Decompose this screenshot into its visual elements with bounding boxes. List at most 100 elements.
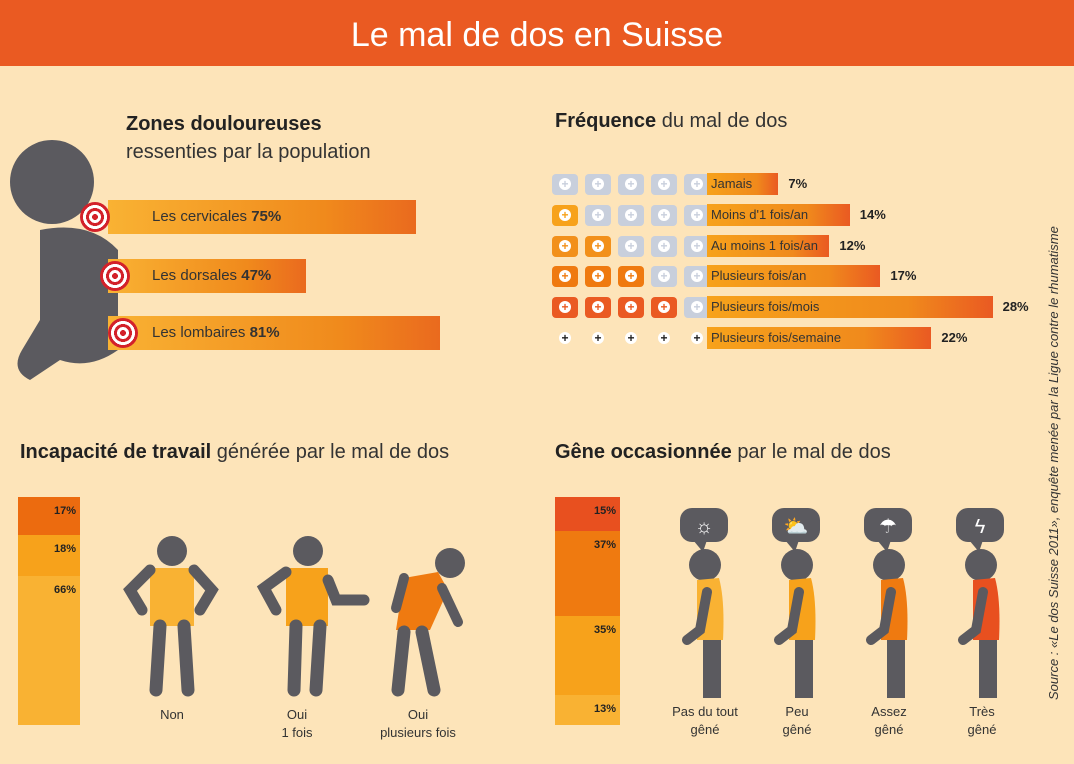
first-aid-kit-icon <box>684 266 710 288</box>
zone-value: 81% <box>249 324 280 341</box>
stacked-segment <box>18 576 80 725</box>
zone-bar <box>108 200 417 234</box>
discomfort-title-bold: Gêne occasionnée <box>555 441 732 463</box>
discomfort-title-rest: par le mal de dos <box>737 441 891 463</box>
zone-bar <box>108 316 440 350</box>
zone-label: Les dorsales 47% <box>152 259 271 293</box>
frequency-value: 7% <box>788 176 808 191</box>
first-aid-kit-icon <box>618 297 644 319</box>
caption-line: plusieurs fois <box>380 725 456 740</box>
zones-title-bold: Zones douloureuses <box>126 113 322 135</box>
first-aid-kit-icon <box>585 235 611 257</box>
first-aid-kit-icon <box>684 328 710 349</box>
figure-caption: Pas du tout gêné <box>645 703 765 739</box>
stacked-segment <box>555 615 620 696</box>
frequency-bar <box>707 265 881 288</box>
caption-line: gêné <box>690 722 720 737</box>
caption-line: Assez <box>871 704 907 719</box>
figure-caption: Non <box>112 706 232 724</box>
first-aid-kit-icon <box>684 235 710 257</box>
caption-line: 1 fois <box>281 725 313 740</box>
incapacity-title-bold: Incapacité de travail <box>20 441 212 463</box>
zone-label: Les lombaires 81% <box>152 316 280 350</box>
caption-line: Oui <box>407 707 429 722</box>
first-aid-kit-icon <box>552 204 578 226</box>
first-aid-kit-icon <box>585 174 611 195</box>
first-aid-kit-icon <box>585 266 611 288</box>
pain-target-icon <box>80 202 110 232</box>
frequency-label: Au moins 1 fois/an <box>711 237 818 253</box>
zone-bar <box>108 259 306 293</box>
first-aid-kit-icon <box>552 266 578 288</box>
page-title: Le mal de dos en Suisse <box>350 16 724 54</box>
segment-value: 13% <box>593 703 616 716</box>
stacked-segment <box>555 531 620 616</box>
caption-line: Peu <box>785 704 809 719</box>
figure-sun-cloud: ⛅ <box>772 508 820 698</box>
caption-line: gêné <box>967 722 997 737</box>
speech-bubble <box>772 508 820 542</box>
figure-caption: Peu gêné <box>737 703 857 739</box>
sun-cloud-icon: ⛅ <box>784 516 809 538</box>
caption-line: Très <box>969 704 995 719</box>
segment-value: 17% <box>53 505 76 517</box>
stacked-segment <box>555 497 620 532</box>
frequency-title-rest: du mal de dos <box>661 110 788 132</box>
frequency-bar <box>707 203 850 226</box>
first-aid-kit-icon <box>651 204 677 226</box>
figure-rain-cloud: ☂ <box>864 508 912 698</box>
pain-target-icon <box>108 318 138 348</box>
discomfort-title: Gêne occasionnée par le mal de dos <box>555 441 891 464</box>
caption-line: gêné <box>874 722 904 737</box>
incapacity-title-rest: générée par le mal de dos <box>216 441 450 463</box>
frequency-label: Jamais <box>711 176 753 191</box>
storm-cloud-icon: ϟ <box>975 516 986 538</box>
caption-line: Non <box>160 707 184 722</box>
caption-line: gêné <box>782 722 812 737</box>
speech-bubble <box>864 508 912 542</box>
figure-oui-plusieurs-fois <box>391 548 465 697</box>
first-aid-kit-icon <box>684 204 710 226</box>
incapacity-title: Incapacité de travail générée par le mal… <box>20 441 449 464</box>
sun-icon: ☼ <box>695 516 713 538</box>
discomfort-figures: ☼ ⛅ ☂ ϟ <box>680 508 1004 698</box>
figure-caption: Assez gêné <box>829 703 949 739</box>
first-aid-kit-icon <box>618 328 644 349</box>
first-aid-kit-icon <box>552 174 578 195</box>
frequency-label: Plusieurs fois/an <box>711 268 807 284</box>
person-back-figure <box>10 140 118 380</box>
frequency-bar <box>707 234 830 257</box>
caption-line: Pas du tout <box>672 704 738 719</box>
zones-subtitle: ressenties par la population <box>126 141 371 163</box>
first-aid-kit-icon <box>651 297 677 319</box>
figure-caption: Très gêné <box>922 703 1042 739</box>
pain-target-icon <box>100 261 130 291</box>
frequency-title: Fréquence du mal de dos <box>555 110 787 133</box>
segment-value: 35% <box>593 623 616 636</box>
first-aid-kit-icon <box>651 235 677 257</box>
stacked-segment <box>18 535 80 576</box>
frequency-value: 28% <box>1002 299 1029 315</box>
stacked-segment <box>18 497 80 536</box>
segment-value: 15% <box>593 505 616 517</box>
figure-non <box>123 536 219 697</box>
first-aid-kit-icon <box>651 328 677 349</box>
speech-bubble <box>956 508 1004 542</box>
first-aid-kit-icon <box>684 174 710 195</box>
first-aid-kit-icon <box>585 204 611 226</box>
figure-storm-cloud: ϟ <box>956 508 1004 698</box>
segment-value: 66% <box>53 584 76 596</box>
rain-cloud-icon: ☂ <box>879 516 897 538</box>
first-aid-kit-icon <box>618 235 644 257</box>
frequency-label: Plusieurs fois/semaine <box>711 330 842 345</box>
frequency-value: 14% <box>859 206 886 222</box>
first-aid-kit-icon <box>552 235 578 257</box>
first-aid-kit-icon <box>684 297 710 319</box>
first-aid-kit-icon <box>618 266 644 288</box>
first-aid-kit-icon <box>585 328 611 349</box>
source-note: Source : «Le dos Suisse 2011», enquête m… <box>1046 226 1061 700</box>
frequency-bar <box>707 327 932 349</box>
zone-name: Les lombaires <box>152 324 246 341</box>
title-banner: Le mal de dos en Suisse <box>0 0 1074 66</box>
figure-caption: Oui 1 fois <box>237 706 357 742</box>
